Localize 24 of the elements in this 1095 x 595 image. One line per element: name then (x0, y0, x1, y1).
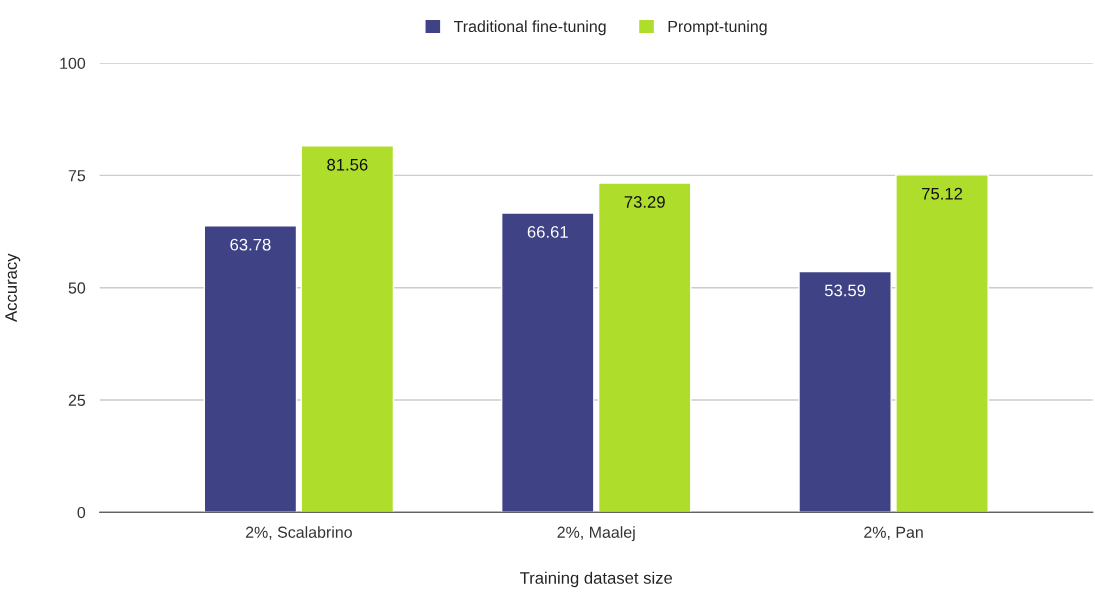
y-tick-label: 25 (68, 394, 86, 406)
x-tick-label: 2%, Pan (864, 526, 923, 540)
data-label: 73.29 (624, 196, 665, 208)
legend-label: Prompt-tuning (668, 20, 767, 36)
y-axis-title: Accuracy (5, 253, 21, 322)
bar (798, 270, 892, 513)
data-label: 63.78 (230, 238, 271, 251)
bar (500, 212, 595, 513)
bar (300, 145, 395, 513)
legend-label: Traditional fine-tuning (453, 20, 606, 36)
x-tick-label: 2%, Scalabrino (245, 526, 352, 540)
data-label: 53.59 (824, 284, 866, 297)
y-tick-label: 100 (60, 57, 86, 70)
data-label: 66.61 (527, 226, 568, 238)
bar (203, 225, 298, 513)
y-tick-label: 50 (68, 282, 86, 294)
bar (895, 174, 989, 513)
bar (597, 182, 692, 513)
x-axis-title: Training dataset size (520, 571, 673, 588)
data-label: 81.56 (327, 158, 368, 171)
x-tick-label: 2%, Maalej (557, 526, 635, 542)
data-label: 75.12 (922, 187, 963, 200)
y-tick-label: 0 (77, 506, 86, 519)
y-tick-label: 75 (68, 170, 86, 182)
